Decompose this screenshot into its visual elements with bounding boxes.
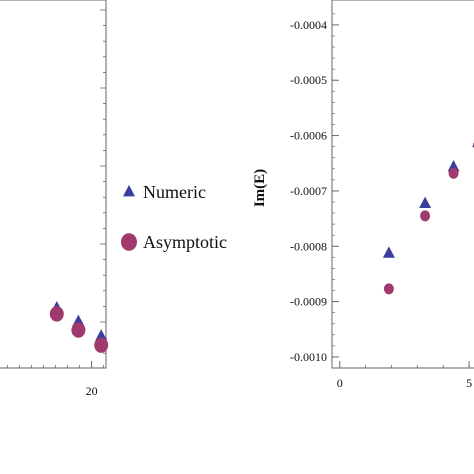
right-circle-point [383, 283, 394, 295]
right-axis-ticks: -0.0004 -0.0005 -0.0006 -0.0007 -0.0008 -0.00… [290, 13, 472, 390]
right-circle-point [420, 210, 431, 222]
right-y-tick-label: -0.0008 [290, 239, 327, 253]
right-circle-point [448, 167, 459, 179]
left-circle-point [49, 306, 64, 322]
right-triangle-point [447, 160, 460, 172]
left-triangle-point [72, 314, 85, 326]
legend-triangle-marker [123, 184, 135, 197]
y-axis-label: Im(E) [252, 169, 268, 207]
legend: Numeric Asymptotic [121, 182, 227, 252]
left-panel: 20 [0, 0, 109, 398]
right-y-tick-label: -0.0010 [290, 350, 327, 364]
left-data-marks [49, 300, 109, 353]
left-plot-frame [0, 0, 107, 369]
right-triangle-point [419, 196, 432, 208]
left-circle-point [71, 322, 86, 338]
right-x-tick-label: 0 [337, 376, 343, 390]
left-axis-ticks: 20 [7, 9, 106, 398]
legend-label: Numeric [143, 182, 206, 202]
right-y-tick-label: -0.0006 [290, 129, 327, 143]
legend-label: Asymptotic [143, 232, 227, 252]
right-panel: Im(E) -0.0004-0.0005-0.0006-0.0007-0.000… [252, 0, 474, 390]
right-data-marks [382, 141, 474, 295]
right-plot-frame [331, 0, 474, 369]
left-circle-point [94, 337, 109, 353]
left-x-tick-label: 20 [86, 384, 98, 398]
right-y-tick-label: -0.0005 [290, 73, 327, 87]
right-y-tick-label: -0.0007 [290, 184, 327, 198]
right-y-tick-label: -0.0004 [290, 18, 327, 32]
right-y-tick-label: -0.0009 [290, 295, 327, 309]
left-triangle-point [95, 329, 108, 341]
right-x-tick-label: 5 [466, 376, 472, 390]
legend-circle-marker [121, 233, 137, 251]
right-triangle-point [382, 246, 395, 258]
